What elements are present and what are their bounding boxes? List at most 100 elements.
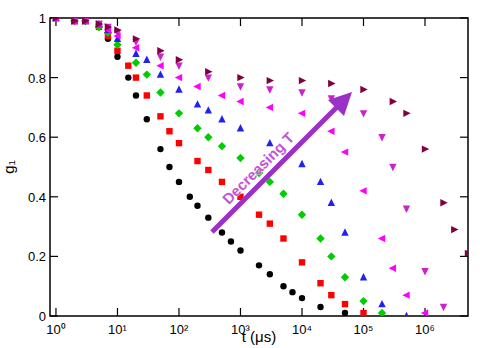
data-point [360, 310, 366, 316]
data-point [95, 20, 102, 27]
data-point [70, 18, 77, 25]
x-tick-label: 10⁴ [292, 322, 312, 337]
x-tick [240, 308, 241, 316]
x-tick-label: 10¹ [108, 322, 127, 337]
data-point [267, 77, 274, 84]
data-point [52, 18, 59, 21]
data-point [289, 289, 295, 295]
data-point [342, 301, 348, 307]
y-tick [460, 137, 468, 138]
data-point [82, 18, 88, 24]
data-point [360, 273, 367, 280]
data-point [125, 62, 131, 68]
data-point [157, 54, 164, 61]
data-point [298, 210, 306, 218]
data-point [237, 74, 244, 81]
data-point [267, 220, 273, 226]
y-axis-label: g₁ [0, 160, 17, 173]
data-point [316, 234, 324, 242]
data-point [193, 124, 201, 132]
data-point [317, 178, 324, 185]
data-point [132, 59, 140, 67]
data-point [218, 142, 226, 150]
data-point [341, 273, 349, 281]
data-point [360, 86, 367, 93]
y-tick-label: 1 [39, 11, 46, 26]
chart: 10⁰10¹10²10³10⁴10⁵10⁶00.20.40.60.81t (μs… [0, 0, 480, 348]
data-point [52, 18, 60, 22]
data-point [328, 80, 335, 87]
x-tick [117, 18, 118, 26]
data-point [266, 86, 273, 93]
y-tick-label: 0.6 [28, 130, 46, 145]
data-point [132, 44, 139, 51]
data-point [82, 18, 89, 25]
data-point [389, 265, 396, 272]
data-point [327, 128, 334, 135]
y-tick [50, 196, 58, 197]
data-point [157, 146, 163, 152]
x-tick [178, 18, 179, 26]
data-point [218, 92, 225, 99]
data-point [378, 309, 386, 316]
data-point [440, 199, 447, 206]
data-point [236, 98, 243, 105]
y-tick-label: 0 [39, 309, 46, 324]
x-tick [301, 308, 302, 316]
data-point [144, 92, 150, 98]
data-point [157, 47, 164, 54]
data-point [143, 56, 150, 63]
x-tick [117, 308, 118, 316]
data-point [328, 292, 334, 298]
data-point [114, 54, 120, 60]
data-point [81, 18, 89, 25]
x-tick [301, 18, 302, 26]
data-point [71, 18, 78, 24]
y-tick [460, 315, 468, 316]
data-point [328, 199, 335, 206]
data-point [421, 268, 428, 275]
data-point [105, 23, 112, 30]
data-point [237, 247, 243, 253]
data-point [342, 310, 348, 316]
data-point [228, 238, 234, 244]
data-point [53, 18, 59, 21]
data-point [402, 291, 409, 298]
data-point [360, 110, 367, 117]
data-point [157, 113, 163, 119]
data-point [378, 300, 385, 307]
data-point [341, 228, 348, 235]
data-point [205, 214, 211, 220]
x-tick-label: 10² [170, 322, 189, 337]
data-point [104, 24, 111, 31]
y-tick [460, 77, 468, 78]
y-tick-label: 0.8 [28, 71, 46, 86]
data-point [82, 18, 89, 24]
data-point [279, 190, 287, 198]
data-point [96, 20, 103, 27]
data-point [299, 295, 305, 301]
data-point [194, 158, 200, 164]
data-point [298, 89, 305, 96]
data-point [194, 203, 200, 209]
x-tick-label: 10⁶ [415, 322, 435, 337]
annotation-text: Decreasing T [219, 129, 298, 208]
data-point [389, 164, 396, 171]
data-point [70, 18, 78, 25]
data-point [95, 20, 102, 27]
data-point [266, 104, 273, 111]
data-point [71, 18, 77, 24]
x-tick [424, 18, 425, 26]
data-point [133, 35, 140, 42]
data-point [133, 92, 139, 98]
data-point [187, 194, 193, 200]
data-point [327, 252, 335, 260]
data-point [280, 283, 286, 289]
y-tick [50, 137, 58, 138]
data-point [175, 74, 182, 81]
data-point [390, 98, 397, 105]
data-point [236, 154, 244, 162]
data-group [52, 18, 468, 316]
data-point [403, 312, 410, 316]
data-point [53, 18, 59, 21]
